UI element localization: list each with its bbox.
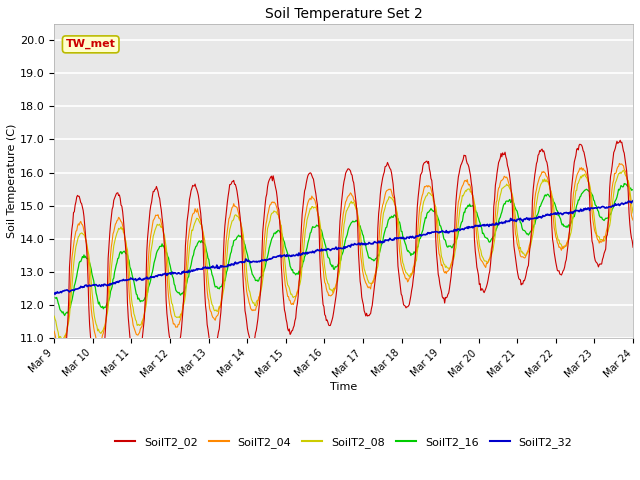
SoilT2_02 — [121, 238, 129, 244]
SoilT2_04 — [61, 332, 69, 338]
SoilT2_04 — [121, 237, 129, 243]
SoilT2_16 — [61, 311, 69, 316]
SoilT2_04 — [415, 213, 423, 219]
SoilT2_08 — [61, 332, 69, 337]
Line: SoilT2_32: SoilT2_32 — [54, 201, 633, 294]
SoilT2_02 — [51, 360, 58, 366]
Y-axis label: Soil Temperature (C): Soil Temperature (C) — [7, 124, 17, 238]
SoilT2_04 — [629, 217, 637, 223]
SoilT2_04 — [180, 298, 188, 303]
SoilT2_16 — [121, 250, 129, 255]
SoilT2_16 — [180, 289, 188, 295]
SoilT2_32 — [211, 265, 218, 271]
Line: SoilT2_08: SoilT2_08 — [54, 170, 633, 339]
SoilT2_04 — [211, 316, 218, 322]
SoilT2_08 — [620, 168, 627, 173]
SoilT2_32 — [51, 290, 58, 296]
SoilT2_08 — [432, 204, 440, 210]
SoilT2_16 — [61, 312, 68, 318]
SoilT2_16 — [51, 295, 58, 300]
Text: TW_met: TW_met — [66, 39, 116, 49]
SoilT2_08 — [58, 336, 66, 342]
SoilT2_02 — [180, 291, 188, 297]
SoilT2_08 — [121, 236, 129, 242]
SoilT2_02 — [211, 345, 218, 350]
Legend: SoilT2_02, SoilT2_04, SoilT2_08, SoilT2_16, SoilT2_32: SoilT2_02, SoilT2_04, SoilT2_08, SoilT2_… — [111, 432, 577, 452]
SoilT2_32 — [121, 277, 129, 283]
Line: SoilT2_04: SoilT2_04 — [54, 163, 633, 349]
SoilT2_16 — [620, 180, 628, 186]
Line: SoilT2_02: SoilT2_02 — [54, 140, 633, 384]
SoilT2_04 — [55, 347, 63, 352]
SoilT2_32 — [51, 291, 59, 297]
Line: SoilT2_16: SoilT2_16 — [54, 183, 633, 315]
SoilT2_02 — [54, 381, 62, 387]
SoilT2_04 — [616, 160, 623, 166]
SoilT2_16 — [432, 210, 440, 216]
SoilT2_08 — [629, 210, 637, 216]
SoilT2_02 — [61, 349, 69, 355]
SoilT2_32 — [432, 228, 440, 234]
SoilT2_16 — [415, 239, 423, 245]
SoilT2_04 — [51, 328, 58, 334]
Title: Soil Temperature Set 2: Soil Temperature Set 2 — [265, 7, 422, 21]
SoilT2_16 — [211, 281, 218, 287]
SoilT2_02 — [415, 187, 423, 192]
SoilT2_08 — [415, 235, 423, 240]
SoilT2_02 — [629, 244, 637, 250]
X-axis label: Time: Time — [330, 382, 357, 392]
SoilT2_08 — [180, 301, 188, 307]
SoilT2_08 — [211, 308, 218, 313]
SoilT2_04 — [432, 209, 440, 215]
SoilT2_32 — [61, 288, 69, 293]
SoilT2_08 — [51, 313, 58, 319]
SoilT2_16 — [629, 187, 637, 192]
SoilT2_32 — [415, 233, 423, 239]
SoilT2_02 — [616, 137, 624, 143]
SoilT2_02 — [432, 238, 440, 244]
SoilT2_32 — [180, 268, 188, 274]
SoilT2_32 — [629, 198, 637, 204]
